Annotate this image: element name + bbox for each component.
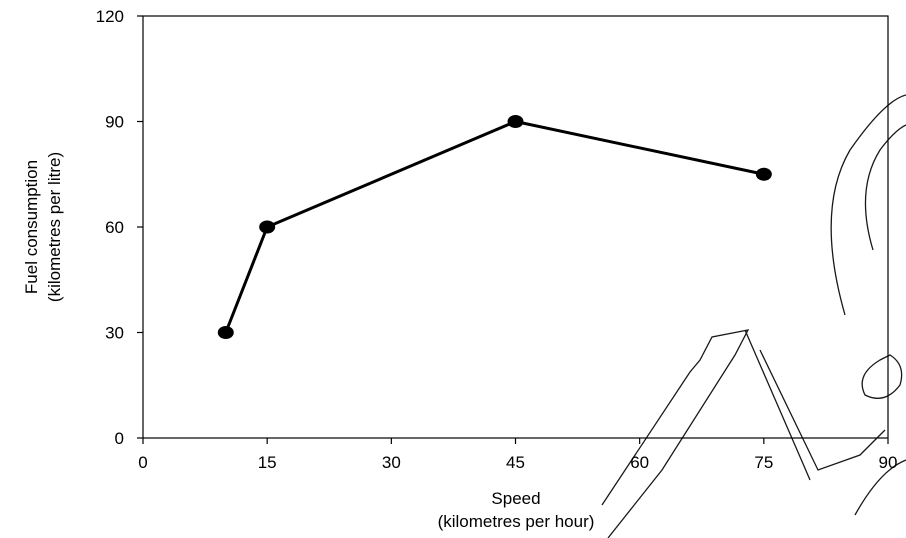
x-tick-label-6: 90 [879,453,898,472]
y-axis-title-line2: (kilometres per litre) [45,152,64,302]
data-point-0 [217,326,234,339]
y-tick-label-3: 90 [105,113,124,132]
x-axis-title-line2: (kilometres per hour) [438,512,595,531]
data-point-3 [755,167,772,181]
y-tick-label-4: 120 [96,7,124,26]
y-axis-title-line1: Fuel consumption [22,160,41,294]
x-axis-tick-labels: 0 15 30 45 60 75 90 [138,453,897,472]
y-axis-ticks [137,15,143,439]
x-tick-label-5: 75 [754,453,773,472]
data-point-2 [507,115,524,128]
series-line [224,120,765,334]
x-tick-label-2: 30 [382,453,401,472]
x-axis-ticks [142,438,889,444]
y-tick-label-2: 60 [105,218,124,237]
x-tick-label-1: 15 [258,453,277,472]
y-axis-tick-labels: 0 30 60 90 120 [96,7,124,448]
x-axis-title-line1: Speed [491,489,540,508]
series-points [217,115,772,339]
x-tick-label-3: 45 [506,453,525,472]
data-point-1 [259,220,276,234]
watermark-outline [601,94,906,538]
x-tick-label-0: 0 [138,453,147,472]
y-tick-label-1: 30 [105,324,124,343]
y-tick-label-0: 0 [115,429,124,448]
x-tick-label-4: 60 [630,453,649,472]
series-fuel-consumption [217,115,772,339]
